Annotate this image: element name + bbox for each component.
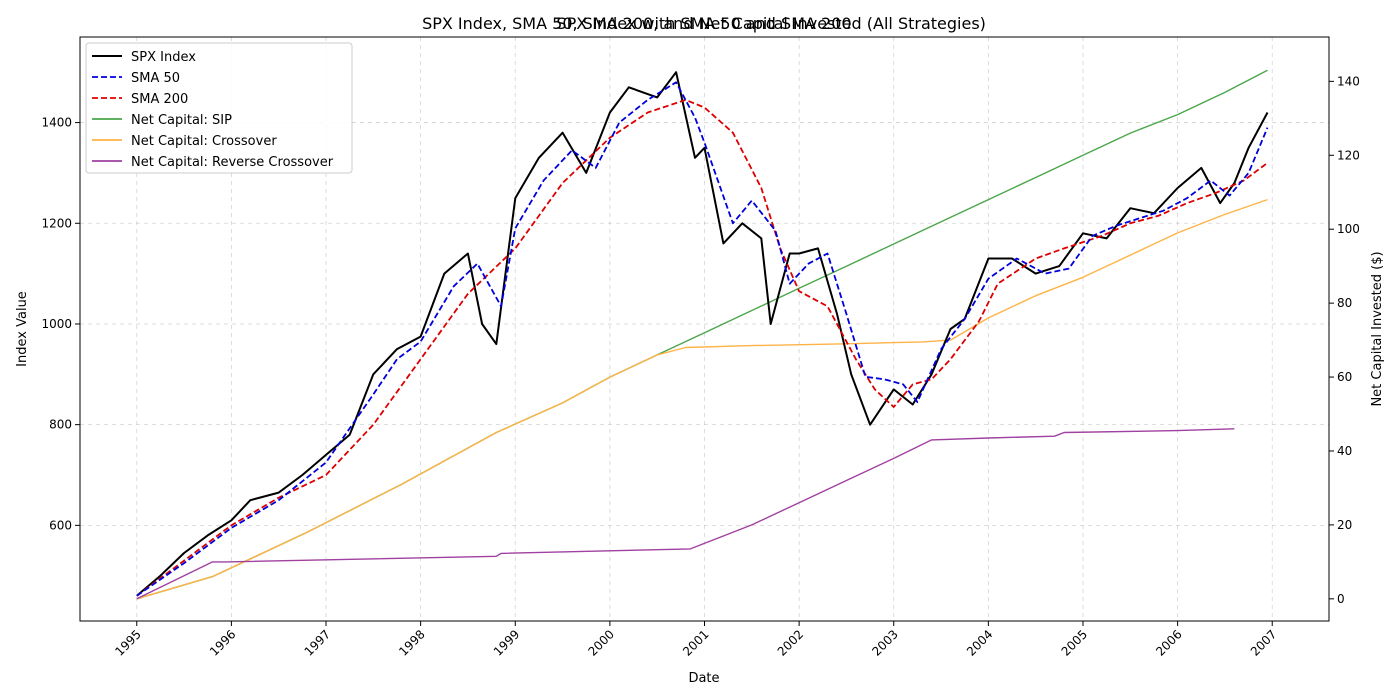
legend-label: SPX Index <box>131 50 196 65</box>
y-axis-label-right: Net Capital Invested ($) <box>1370 251 1385 406</box>
x-tick-label: 2003 <box>869 627 900 658</box>
legend-label: Net Capital: Reverse Crossover <box>131 155 334 170</box>
legend-label: SMA 50 <box>131 71 180 86</box>
y-tick-label-right: 100 <box>1337 222 1360 236</box>
legend-label: Net Capital: SIP <box>131 113 232 128</box>
y-tick-label-right: 120 <box>1337 148 1360 162</box>
y-tick-label-left: 800 <box>49 418 72 432</box>
series-line-net-capital-reverse-crossover <box>136 428 1235 600</box>
legend-label: Net Capital: Crossover <box>131 134 277 149</box>
y-tick-label-right: 80 <box>1337 296 1352 310</box>
series-line-net-capital-crossover <box>136 198 1268 600</box>
x-tick-label: 1998 <box>396 627 427 658</box>
y-tick-label-left: 600 <box>49 518 72 532</box>
series-line-sma-200 <box>136 99 1269 597</box>
x-tick-label: 2007 <box>1248 627 1279 658</box>
x-tick-label: 2001 <box>680 627 711 658</box>
y-tick-label-right: 60 <box>1337 370 1352 384</box>
series-layer <box>136 69 1269 600</box>
chart-title-right: SPX Index with SMA 50 and SMA 200 <box>556 14 851 33</box>
series-line-sma-50 <box>136 81 1269 597</box>
series-line-spx-index <box>136 71 1269 597</box>
legend-label: SMA 200 <box>131 92 188 107</box>
x-tick-label: 1999 <box>491 627 522 658</box>
x-tick-label: 2005 <box>1059 627 1090 658</box>
x-tick-label: 2006 <box>1153 627 1184 658</box>
y-tick-label-right: 0 <box>1337 592 1345 606</box>
y-ticks-right: 0 20 40 60 80 100 120 140 <box>1329 74 1360 606</box>
x-tick-label: 2004 <box>964 627 995 658</box>
x-tick-label: 2000 <box>586 627 617 658</box>
x-tick-label: 1997 <box>302 627 333 658</box>
x-axis-label: Date <box>688 671 719 686</box>
y-tick-label-right: 140 <box>1337 74 1360 88</box>
chart-title-left: SPX Index, SMA 50, SMA 200, and Net Capi… <box>422 14 986 33</box>
y-tick-label-right: 20 <box>1337 518 1352 532</box>
x-tick-label: 1995 <box>112 627 143 658</box>
legend: SPX Index SMA 50 SMA 200 Net Capital: SIP Ne… <box>85 42 353 174</box>
y-tick-label-left: 1400 <box>41 116 72 130</box>
x-tick-label: 2002 <box>775 627 806 658</box>
y-ticks-left: 600 800 1000 1200 1400 <box>41 116 80 532</box>
x-tick-label: 1996 <box>207 627 238 658</box>
y-tick-label-left: 1000 <box>41 317 72 331</box>
x-ticks: 1995 1996 1997 1998 1999 2000 2001 2002 2003 2004… <box>112 621 1279 659</box>
y-tick-label-right: 40 <box>1337 444 1352 458</box>
y-tick-label-left: 1200 <box>41 216 72 230</box>
y-axis-label-left: Index Value <box>15 291 30 367</box>
legend-box <box>85 42 353 174</box>
